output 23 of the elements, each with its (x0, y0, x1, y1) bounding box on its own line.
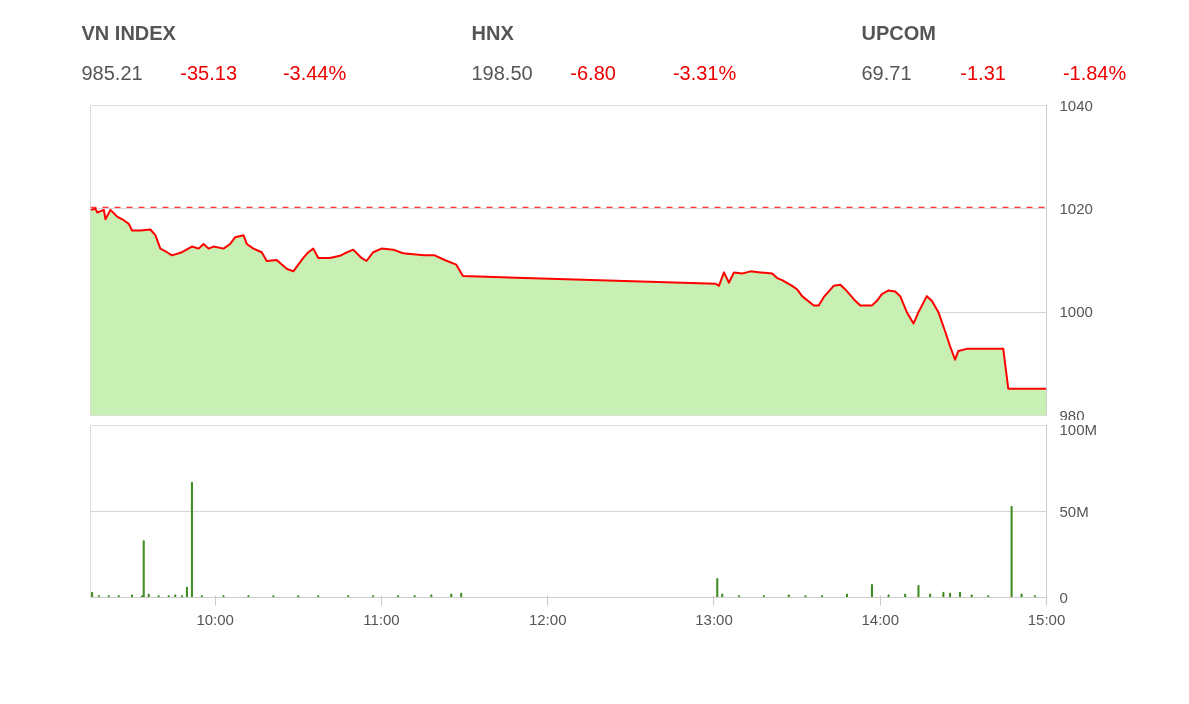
x-tick-label: 12:00 (528, 610, 567, 628)
text: UPCOM (861, 21, 936, 44)
text: 985.21 (81, 62, 143, 84)
text: -3.31% (672, 62, 737, 84)
text: VN INDEX (81, 21, 177, 44)
text: 69.71 (861, 62, 912, 84)
text: -35.13 (180, 62, 238, 84)
y-tick-label: 1020 (1059, 199, 1093, 217)
y-tick-label: 1040 (1059, 96, 1093, 114)
y-tick-label: 50M (1059, 503, 1089, 520)
x-tick-label: 15:00 (1027, 610, 1066, 628)
x-tick-label: 13:00 (695, 610, 733, 628)
y-tick-label: 1000 (1059, 303, 1093, 321)
text: 198.50 (471, 62, 533, 84)
x-tick-label: 10:00 (196, 610, 234, 628)
x-tick-label: 11:00 (363, 610, 400, 628)
y-tick-label: 0 (1059, 589, 1068, 606)
text: -6.80 (570, 62, 616, 84)
text: -1.84% (1062, 62, 1127, 84)
x-tick-label: 14:00 (861, 610, 900, 628)
text: -1.31 (960, 62, 1006, 84)
text: -3.44% (282, 62, 347, 84)
text: HNX (471, 21, 515, 44)
